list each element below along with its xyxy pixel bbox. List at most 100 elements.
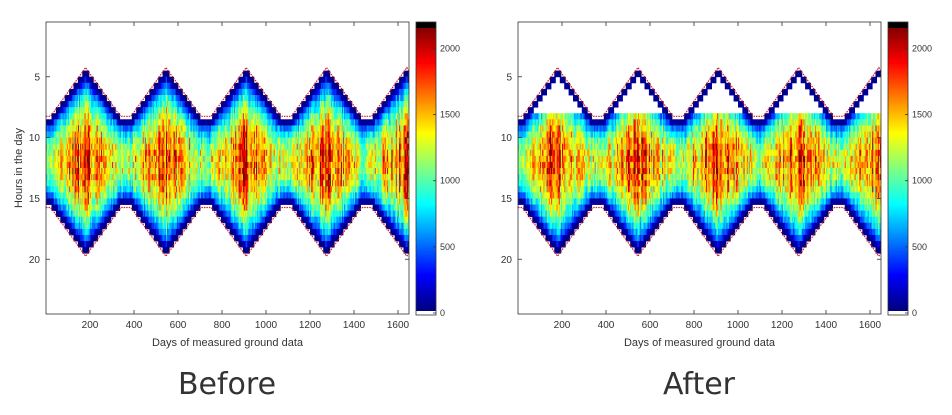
heatmap-cell xyxy=(251,234,254,242)
heatmap-cell xyxy=(226,210,228,218)
heatmap-cell xyxy=(46,137,48,145)
heatmap-cell xyxy=(300,210,302,218)
heatmap-cell xyxy=(263,119,266,126)
heatmap-cell xyxy=(195,180,198,187)
heatmap-cell xyxy=(98,107,101,114)
heatmap-cell xyxy=(261,222,264,230)
heatmap-cell xyxy=(94,125,96,132)
heatmap-cell xyxy=(176,198,179,205)
heatmap-cell xyxy=(147,143,149,151)
heatmap-cell xyxy=(149,161,151,169)
heatmap-cell xyxy=(296,186,299,193)
heatmap-cell xyxy=(51,155,53,163)
heatmap-cell xyxy=(252,174,255,181)
heatmap-cell xyxy=(120,143,123,151)
heatmap-cell xyxy=(236,82,238,90)
heatmap-cell xyxy=(165,119,168,126)
heatmap-cell xyxy=(180,210,182,218)
heatmap-cell xyxy=(76,95,79,102)
heatmap-cell xyxy=(154,155,157,163)
heatmap-cell xyxy=(170,95,172,102)
heatmap-cell xyxy=(173,107,176,114)
heatmap-cell xyxy=(97,204,100,211)
heatmap-cell xyxy=(269,149,271,157)
heatmap-cell xyxy=(154,131,157,138)
heatmap-cell xyxy=(96,192,99,199)
heatmap-cell xyxy=(197,155,200,163)
heatmap-cell xyxy=(267,101,269,108)
heatmap-cell xyxy=(302,149,304,157)
heatmap-cell xyxy=(138,137,140,145)
heatmap-cell xyxy=(227,168,229,175)
heatmap-cell xyxy=(97,143,100,151)
heatmap-cell xyxy=(213,131,215,138)
heatmap-cell xyxy=(225,155,227,163)
heatmap-cell xyxy=(114,210,116,218)
heatmap-cell xyxy=(193,113,195,120)
heatmap-cell xyxy=(52,137,55,145)
heatmap-cell xyxy=(153,88,156,96)
heatmap-cell xyxy=(253,234,256,242)
heatmap-cell xyxy=(86,180,89,187)
heatmap-cell xyxy=(152,125,155,132)
heatmap-cell xyxy=(202,198,204,205)
heatmap-cell xyxy=(154,161,157,169)
heatmap-cell xyxy=(80,180,82,187)
heatmap-cell xyxy=(261,198,264,205)
heatmap-cell xyxy=(66,180,69,187)
heatmap-cell xyxy=(128,143,130,151)
heatmap-cell xyxy=(77,113,80,120)
heatmap-cell xyxy=(219,161,222,169)
heatmap-cell xyxy=(153,161,156,169)
heatmap-cell xyxy=(108,107,111,114)
heatmap-cell xyxy=(288,198,290,205)
heatmap-cell xyxy=(82,113,84,120)
heatmap-cell xyxy=(165,107,168,114)
heatmap-cell xyxy=(182,149,184,157)
heatmap-cell xyxy=(180,198,182,205)
heatmap-cell xyxy=(77,241,80,248)
heatmap-cell xyxy=(49,137,51,145)
heatmap-cell xyxy=(266,198,268,205)
heatmap-cell xyxy=(213,204,215,211)
heatmap-cell xyxy=(117,204,119,211)
heatmap-cell xyxy=(121,198,124,205)
heatmap-cell xyxy=(183,113,185,120)
heatmap-cell xyxy=(186,168,189,175)
heatmap-cell xyxy=(239,168,242,175)
heatmap-cell xyxy=(286,180,289,187)
heatmap-cell xyxy=(125,137,127,145)
heatmap-cell xyxy=(251,88,254,96)
heatmap-cell xyxy=(107,161,110,169)
heatmap-cell xyxy=(171,88,173,96)
heatmap-cell xyxy=(64,180,67,187)
heatmap-cell xyxy=(74,210,77,218)
heatmap-cell xyxy=(279,137,281,145)
heatmap-cell xyxy=(278,198,280,205)
heatmap-cell xyxy=(153,222,156,230)
heatmap-cell xyxy=(113,155,115,163)
heatmap-cell xyxy=(114,119,116,126)
heatmap-cell xyxy=(256,101,258,108)
heatmap-cell xyxy=(82,161,84,169)
heatmap-cell xyxy=(184,186,187,193)
heatmap-cell xyxy=(94,149,96,157)
heatmap-cell xyxy=(98,95,101,102)
heatmap-cell xyxy=(270,186,272,193)
heatmap-cell xyxy=(212,204,214,211)
heatmap-cell xyxy=(159,186,161,193)
heatmap-cell xyxy=(169,192,171,199)
heatmap-cell xyxy=(296,113,299,120)
heatmap-cell xyxy=(277,204,279,211)
heatmap-cell xyxy=(162,180,165,187)
heatmap-cell xyxy=(55,125,58,132)
heatmap-cell xyxy=(69,125,71,132)
heatmap-cell xyxy=(107,174,110,181)
heatmap-cell xyxy=(293,174,295,181)
heatmap-cell xyxy=(262,186,265,193)
heatmap-cell xyxy=(270,161,272,169)
heatmap-cell xyxy=(157,228,159,236)
heatmap-cell xyxy=(255,204,257,211)
heatmap-cell xyxy=(193,155,195,163)
heatmap-cell xyxy=(175,210,178,218)
